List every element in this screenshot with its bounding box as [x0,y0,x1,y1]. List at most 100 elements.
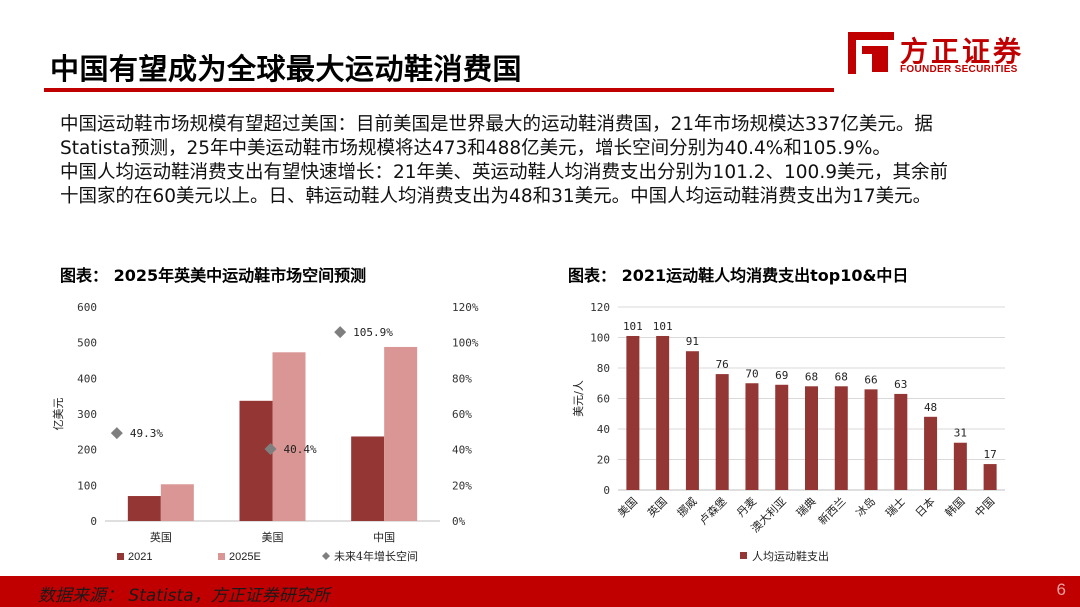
y-tick-label: 40 [597,423,610,436]
y-tick-label: 400 [77,372,97,385]
y-tick-label: 600 [77,301,97,314]
y-tick-label: 500 [77,337,97,350]
summary-line: 中国运动鞋市场规模有望超过美国：目前美国是世界最大的运动鞋消费国，21年市场规模… [60,114,933,135]
bar-data-label: 17 [983,448,996,461]
summary-line: Statista预测，25年中美运动鞋市场规模将达473和488亿美元，增长空间… [60,138,891,159]
bar [685,351,699,490]
bar [715,374,729,490]
x-category-label: 冰岛 [853,494,878,519]
bar-data-label: 48 [924,401,937,414]
footer-bar: 数据来源： Statista，方正证券研究所 6 [0,576,1080,607]
summary-text: 中国运动鞋市场规模有望超过美国：目前美国是世界最大的运动鞋消费国，21年市场规模… [60,113,1050,209]
bar [834,386,848,490]
x-category-label: 瑞典 [793,494,818,519]
legend-label-2021: 2021 [128,551,152,563]
y-tick-label: 80 [597,362,610,375]
data-source: 数据来源： Statista，方正证券研究所 [38,586,330,606]
bar-data-label: 63 [894,378,907,391]
bar-data-label: 91 [686,335,699,348]
bar [983,464,997,490]
bar [775,384,789,490]
legend-swatch [740,552,747,559]
bar-data-label: 101 [623,320,643,333]
legend-label-growth: 未来4年增长空间 [334,549,418,563]
company-logo: 方正证券 FOUNDER SECURITIES [848,30,1038,78]
y-axis-label: 美元/人 [572,380,585,417]
y2-tick-label: 100% [452,337,479,350]
bar-2025e [272,352,306,521]
y2-tick-label: 80% [452,372,472,385]
x-category-label: 日本 [912,494,937,519]
x-category-label: 英国 [150,530,172,544]
y-tick-label: 120 [590,301,610,314]
per-capita-chart-title: 图表： 2021运动鞋人均消费支出top10&中日 [568,266,909,285]
summary-line: 十国家的在60美元以上。日、韩运动鞋人均消费支出为48和31美元。中国人均运动鞋… [60,186,932,207]
market-size-chart: 0 100 200 300 400 500 600 0% 20% 40% 60% 80% 100% 120… [52,301,479,563]
bar-2021 [351,436,385,521]
growth-data-label: 105.9% [353,326,393,339]
y-tick-label: 60 [597,393,610,406]
legend-label: 人均运动鞋支出 [752,549,829,563]
bar-data-label: 70 [745,367,758,380]
bar-2021 [239,400,273,521]
y-axis-label: 亿美元 [52,398,65,431]
bar [864,389,878,490]
y2-tick-label: 40% [452,444,472,457]
y-tick-label: 200 [77,444,97,457]
y2-tick-label: 60% [452,408,472,421]
bar [626,335,640,490]
y2-tick-label: 20% [452,479,472,492]
summary-line: 中国人均运动鞋消费支出有望快速增长：21年美、英运动鞋人均消费支出分别为101.… [60,162,948,183]
x-category-label: 美国 [262,531,284,544]
growth-marker [110,427,123,440]
page-title: 中国有望成为全球最大运动鞋消费国 [50,52,523,86]
bar-2021 [127,496,161,521]
logo-name: 方正证券 [900,35,1025,68]
market-size-chart-title: 图表： 2025年英美中运动鞋市场空间预测 [60,266,367,285]
x-category-label: 英国 [644,494,669,519]
y-tick-label: 0 [90,515,97,528]
founder-logo-icon [848,32,894,74]
x-category-label: 新西兰 [815,494,848,527]
y-tick-label: 20 [597,454,610,467]
bar [805,386,818,490]
y-tick-label: 0 [603,484,610,497]
bar-data-label: 69 [775,369,788,382]
bar-data-label: 68 [835,370,848,383]
x-category-label: 美国 [615,495,640,520]
growth-data-label: 40.4% [284,443,317,456]
growth-data-label: 49.3% [130,427,163,440]
per-capita-chart: 0 20 40 60 80 100 120 美元/人 101 美国 101 英国 91 挪威 76 卢森堡 70… [572,301,1005,563]
x-category-label: 韩国 [942,494,967,519]
bar-data-label: 68 [805,370,818,383]
bar [924,416,938,490]
bar-data-label: 31 [954,427,967,440]
growth-marker [264,442,277,455]
x-category-label: 挪威 [674,494,699,519]
y-tick-label: 300 [77,408,97,421]
x-category-label: 中国 [373,531,395,544]
bar [656,335,670,490]
x-category-label: 卢森堡 [696,494,729,527]
legend-label-2025e: 2025E [229,551,261,563]
bar-data-label: 76 [716,358,729,371]
title-underline [44,88,834,92]
legend-swatch-2021 [117,553,124,560]
growth-marker [334,326,347,339]
logo-subtitle: FOUNDER SECURITIES [900,64,1018,75]
x-category-label: 丹麦 [734,495,759,520]
y-tick-label: 100 [590,332,610,345]
bar-2025e [384,346,418,521]
bar [745,383,759,490]
x-category-label: 瑞士 [882,494,907,519]
y2-tick-label: 120% [452,301,479,314]
bar-data-label: 66 [864,373,877,386]
y2-tick-label: 0% [452,515,466,528]
page-number: 6 [1056,580,1066,599]
bar-data-label: 101 [653,320,673,333]
x-category-label: 中国 [972,495,997,520]
legend-swatch-2025e [218,553,225,560]
legend-marker-growth [322,552,330,560]
bar-2025e [160,484,194,521]
bar [953,442,967,490]
